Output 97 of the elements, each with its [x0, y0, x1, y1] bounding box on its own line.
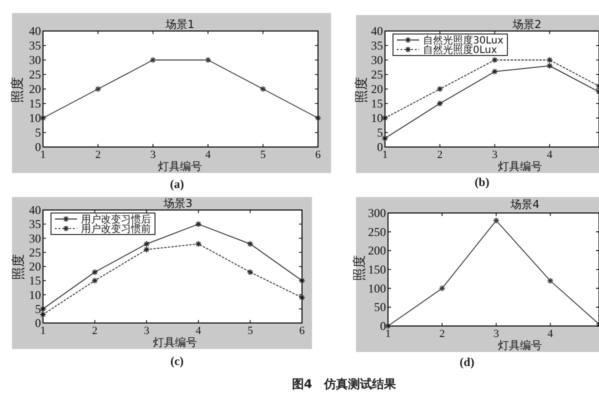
x-tick-label: 6: [299, 325, 306, 337]
y-axis-title: 照度: [354, 77, 370, 103]
point: [195, 220, 202, 228]
y-tick-label: 15: [29, 96, 41, 110]
y-tick-label: 35: [29, 38, 41, 52]
x-tick-label: 3: [150, 149, 156, 161]
y-tick-label: 30: [29, 53, 41, 67]
x-tick-label: 2: [92, 325, 98, 337]
y-tick-label: 25: [29, 68, 41, 82]
point: [436, 86, 444, 92]
legend-label: 用户改变习惯后: [81, 214, 151, 226]
y-tick-label: 15: [371, 96, 383, 110]
point: [546, 56, 553, 64]
y-tick-label: 40: [371, 24, 383, 38]
y-tick-label: 0: [380, 319, 386, 333]
x-axis-title: 灯具编号: [498, 160, 542, 173]
y-tick-label: 15: [29, 274, 41, 288]
y-tick-label: 200: [368, 244, 386, 258]
point: [40, 311, 46, 318]
legend-label: 自然光照度0Lux: [423, 44, 498, 56]
caption: 图4 仿真测试结果: [292, 377, 398, 391]
chart-title: 场景1: [164, 18, 194, 31]
x-tick-label: 2: [95, 149, 101, 161]
x-tick-label: 4: [205, 149, 212, 161]
y-axis-title: 照度: [352, 255, 368, 281]
legend-label: 自然光照度30Lux: [423, 34, 504, 46]
x-axis-title: 灯具编号: [158, 160, 202, 173]
x-tick-label: 3: [144, 325, 150, 337]
point: [92, 277, 98, 284]
legend-label: 用户改变习惯前: [81, 223, 151, 235]
point: [436, 100, 444, 107]
y-tick-label: 40: [29, 203, 41, 217]
x-axis-title: 灯具编号: [498, 339, 542, 352]
y-tick-label: 30: [371, 53, 383, 67]
y-tick-label: 50: [374, 300, 386, 314]
x-tick-label: 2: [437, 149, 443, 161]
x-tick-label: 6: [315, 149, 322, 161]
y-tick-label: 5: [35, 126, 41, 140]
x-tick-label: 3: [493, 328, 500, 340]
x-tick-label: 4: [196, 325, 202, 337]
point: [150, 56, 156, 64]
x-tick-label: 1: [382, 149, 388, 161]
point: [546, 62, 553, 70]
text: (d): [460, 355, 474, 369]
y-tick-label: 20: [29, 82, 41, 96]
chart-title: 场景3: [162, 197, 192, 210]
point: [438, 285, 446, 292]
text: (a): [170, 177, 184, 191]
y-tick-label: 20: [29, 260, 41, 274]
point: [246, 268, 254, 276]
point: [491, 68, 498, 75]
point: [195, 240, 202, 248]
y-tick-label: 0: [35, 140, 41, 154]
x-tick-label: 4: [548, 328, 554, 340]
y-tick-label: 25: [29, 245, 41, 260]
x-tick-label: 5: [260, 149, 266, 161]
x-tick-label: 5: [247, 325, 254, 337]
point: [547, 278, 554, 284]
y-tick-label: 10: [371, 111, 383, 125]
y-tick-label: 35: [29, 217, 41, 232]
point: [260, 86, 266, 92]
point: [492, 217, 500, 224]
x-tick-label: 1: [385, 328, 391, 340]
text: (b): [474, 175, 490, 189]
x-tick-label: 2: [439, 328, 445, 340]
y-axis-title: 照度: [10, 254, 26, 280]
point: [143, 240, 150, 248]
x-tick-label: 4: [546, 149, 553, 161]
y-tick-label: 0: [35, 316, 41, 330]
point: [246, 240, 254, 248]
y-tick-label: 25: [371, 68, 383, 82]
y-tick-label: 0: [377, 140, 383, 154]
y-tick-label: 30: [29, 231, 41, 246]
x-axis-title: 灯具编号: [153, 336, 197, 349]
text: (c): [170, 354, 184, 368]
y-tick-label: 150: [368, 262, 386, 276]
point: [92, 268, 98, 276]
point: [298, 294, 306, 301]
point: [204, 56, 212, 64]
y-tick-label: 5: [377, 126, 383, 140]
x-tick-label: 1: [40, 325, 46, 337]
x-tick-label: 3: [492, 149, 498, 161]
point: [94, 86, 102, 92]
chart-title: 场景4: [510, 198, 540, 211]
point: [143, 246, 150, 253]
y-tick-label: 35: [371, 38, 383, 52]
y-tick-label: 300: [368, 206, 386, 220]
y-tick-label: 10: [29, 111, 41, 125]
y-tick-label: 40: [29, 24, 41, 38]
y-tick-label: 20: [371, 82, 383, 96]
y-tick-label: 250: [368, 224, 386, 239]
chart-title: 场景2: [512, 18, 542, 31]
x-tick-label: 1: [40, 149, 46, 161]
y-tick-label: 10: [29, 288, 41, 302]
y-axis-title: 照度: [10, 77, 26, 103]
y-tick-label: 100: [368, 281, 386, 296]
y-tick-label: 5: [35, 302, 41, 316]
